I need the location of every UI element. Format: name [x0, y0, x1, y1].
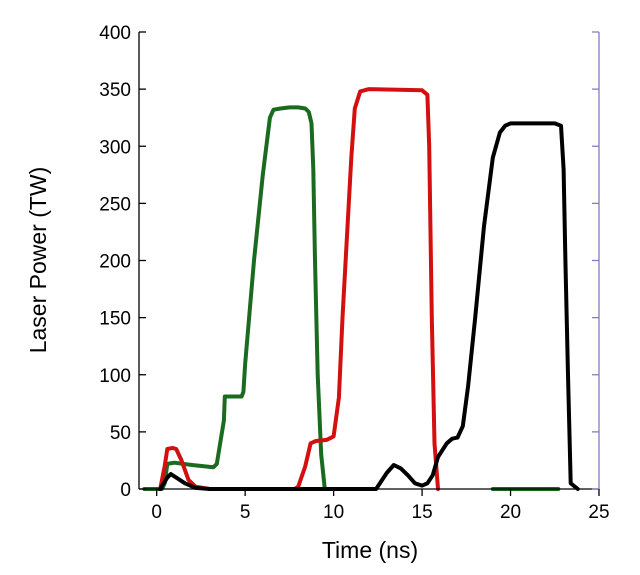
tick-labels-layer: 0 50 100 150 200 250 300 350 400 0 5 10 15 20 25	[99, 23, 609, 523]
series-line-3	[158, 87, 440, 491]
x-tick-label-10: 10	[323, 502, 344, 523]
x-tick-label-5: 5	[240, 502, 251, 523]
y-axis-title: Laser Power (TW)	[25, 167, 51, 354]
y-tick-label-150: 150	[99, 309, 131, 330]
y-tick-label-0: 0	[120, 480, 131, 501]
y-tick-label-250: 250	[99, 194, 131, 215]
x-tick-label-15: 15	[412, 502, 433, 523]
x-tick-label-0: 0	[151, 502, 162, 523]
x-axis-title: Time (ns)	[322, 537, 418, 563]
x-tick-label-20: 20	[500, 502, 521, 523]
ticks-layer	[139, 31, 600, 496]
y-tick-label-50: 50	[110, 423, 131, 444]
y-tick-label-300: 300	[99, 137, 131, 158]
series-layer	[142, 87, 580, 491]
axes-layer	[138, 32, 600, 490]
x-tick-label-25: 25	[588, 502, 609, 523]
y-tick-label-100: 100	[99, 366, 131, 387]
y-tick-label-200: 200	[99, 252, 131, 273]
y-tick-label-350: 350	[99, 80, 131, 101]
y-tick-label-400: 400	[99, 23, 131, 44]
series-line-1	[142, 105, 363, 491]
